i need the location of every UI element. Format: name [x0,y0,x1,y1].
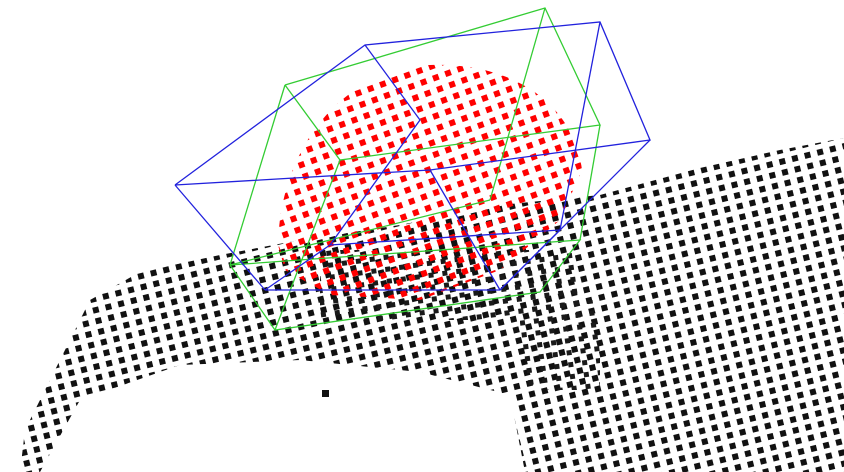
stray-point [322,390,329,397]
blue-bounding-box [174,21,651,291]
box-edge [499,139,651,291]
box-edge [429,169,501,291]
box-edge [229,84,286,266]
box-edge [174,184,266,291]
box-edge [229,199,491,266]
box-edge [364,44,421,121]
box-edge [174,21,651,186]
green-bounding-box [229,7,601,331]
box-edge [559,21,601,231]
box-edge [329,119,421,246]
empty-region [40,360,525,472]
box-edge [229,239,582,331]
box-edge [579,124,601,241]
dense-points [520,300,600,390]
box-edge [489,7,546,201]
